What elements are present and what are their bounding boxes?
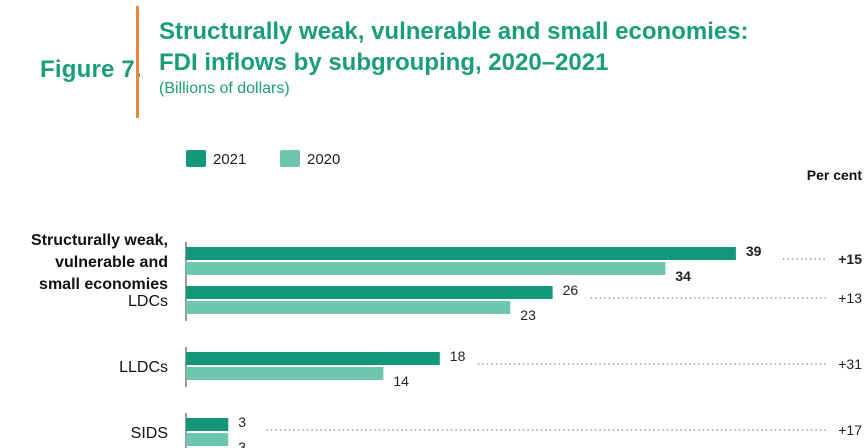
value-label-2020: 14	[393, 373, 409, 389]
legend-swatch-2021	[186, 150, 206, 167]
category-label: Structurally weak,	[31, 232, 168, 249]
chart-title-line-2: FDI inflows by subgrouping, 2020–2021	[159, 49, 609, 76]
title-divider	[136, 6, 139, 118]
percent-change-label: +17	[838, 422, 862, 438]
bar-2021	[186, 418, 229, 431]
legend-label-2020: 2020	[307, 151, 340, 168]
category-label: small economies	[39, 276, 168, 293]
value-label-2020: 23	[520, 307, 536, 323]
value-label-2021: 18	[450, 348, 466, 364]
value-label-2020: 34	[675, 268, 691, 284]
legend-swatch-2020	[280, 150, 300, 167]
percent-change-label: +31	[838, 356, 862, 372]
percent-change-label: +13	[838, 290, 862, 306]
category-label: vulnerable and	[55, 254, 168, 271]
percent-change-label: +15	[838, 251, 862, 267]
figure-label: Figure 7.	[40, 56, 142, 83]
bar-2020	[186, 367, 384, 380]
bar-2020	[186, 433, 229, 446]
title-block: Structurally weak, vulnerable and small …	[159, 16, 749, 98]
value-label-2021: 26	[563, 282, 579, 298]
chart-subtitle: (Billions of dollars)	[159, 80, 290, 97]
value-label-2021: 39	[746, 243, 762, 259]
value-label-2020: 3	[238, 439, 246, 448]
category-label: LDCs	[128, 293, 168, 310]
category-label: SIDS	[131, 425, 168, 442]
bar-2020	[186, 262, 666, 275]
bar-2021	[186, 247, 736, 260]
value-label-2021: 3	[238, 414, 246, 430]
bar-2020	[186, 301, 511, 314]
chart-title-line-1: Structurally weak, vulnerable and small …	[159, 18, 749, 45]
percent-header: Per cent	[807, 167, 863, 183]
category-label: LLDCs	[119, 359, 168, 376]
bar-2021	[186, 352, 440, 365]
bar-2021	[186, 286, 553, 299]
legend-label-2021: 2021	[213, 151, 246, 168]
